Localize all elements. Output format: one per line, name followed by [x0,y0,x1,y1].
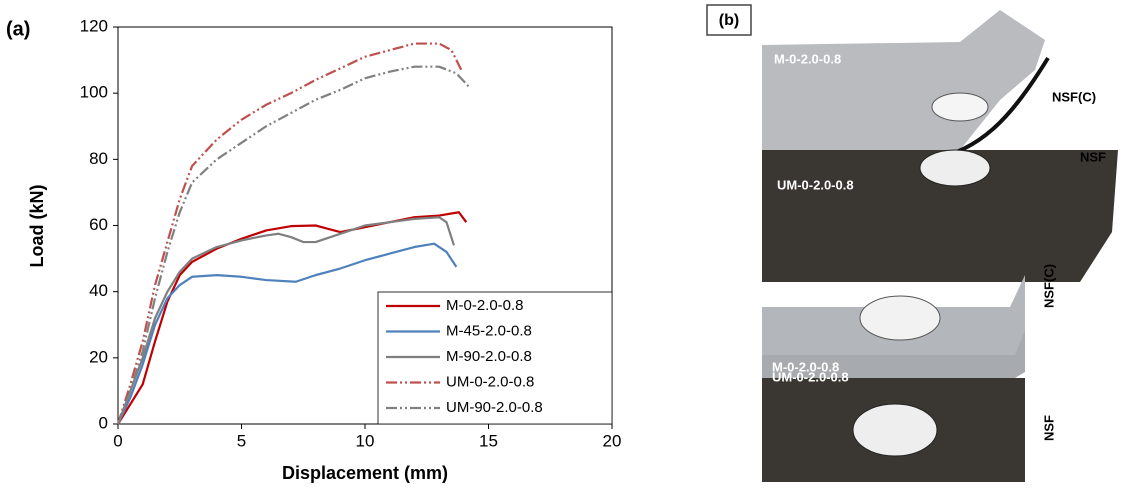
x-tick-label: 5 [237,431,246,450]
x-axis-title: Displacement (mm) [282,463,448,483]
photo-label: UM-0-2.0-0.8 [772,369,849,384]
series-line [116,42,463,425]
photo-bottom: M-0-2.0-0.8 NSF(C) UM-0-2.0-0.8 NSF [762,264,1056,482]
photo-tag: NSF(C) [1052,89,1096,104]
panel-label-box [706,4,752,36]
series-line [116,65,470,425]
metal-plate [762,10,1045,150]
y-tick-label: 60 [89,215,108,234]
series-line [116,216,455,425]
legend-label: UM-90-2.0-0.8 [446,399,543,416]
hole [852,403,938,457]
composite-plate [762,150,1118,282]
x-tick-label: 0 [113,431,122,450]
photo-tag: NSF [1080,149,1106,164]
y-tick-label: 0 [99,413,108,432]
y-tick-label: 100 [80,83,108,102]
hole [931,92,989,122]
x-tick-label: 20 [603,431,622,450]
hole [859,295,941,341]
panel-label: (b) [719,12,739,29]
plot-area: 0 5 10 15 20 0 20 40 60 80 100 120 [80,16,622,450]
legend-label: M-90-2.0-0.8 [446,348,532,365]
y-tick-label: 20 [89,347,108,366]
photo-tag: NSF [1041,415,1056,441]
series-line [117,242,458,425]
y-tick-label: 40 [89,281,108,300]
photo-tag: NSF(C) [1041,264,1056,308]
y-tick-label: 120 [80,16,108,35]
x-tick-label: 10 [356,431,375,450]
photo-top: M-0-2.0-0.8 NSF(C) UM-0-2.0-0.8 NSF [762,10,1118,282]
photo-label: M-0-2.0-0.8 [772,359,839,374]
legend-label: UM-0-2.0-0.8 [446,373,534,390]
y-axis-title: Load (kN) [27,184,47,267]
y-tick-label: 80 [89,149,108,168]
metal-plate [762,330,1025,378]
legend: M-0-2.0-0.8 M-45-2.0-0.8 M-90-2.0-0.8 UM-0-… [386,297,543,416]
photo-label: UM-0-2.0-0.8 [777,177,854,192]
legend-label: M-0-2.0-0.8 [446,297,524,314]
panel-label: (a) [6,18,30,40]
series-line [117,211,468,425]
hole [919,149,991,187]
x-tick-label: 15 [479,431,498,450]
legend-label: M-45-2.0-0.8 [446,322,532,339]
photo-label: M-0-2.0-0.8 [774,51,841,66]
